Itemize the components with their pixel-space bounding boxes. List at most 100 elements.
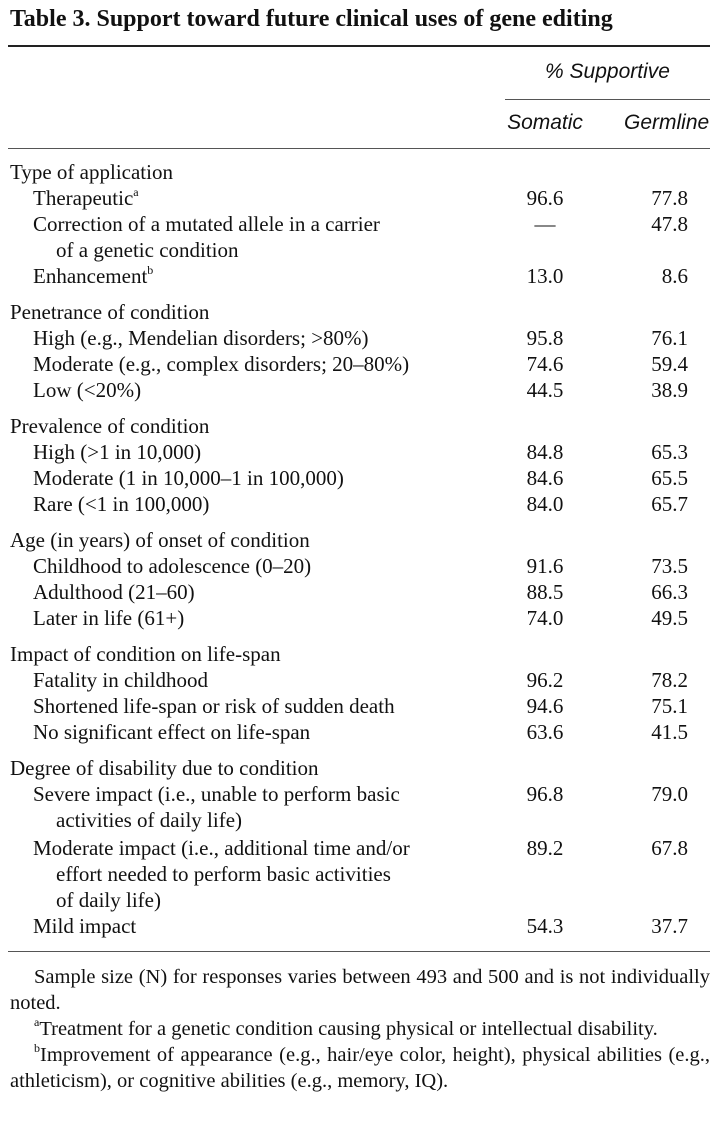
row-label-text: Moderate (1 in 10,000–1 in 100,000) — [33, 466, 344, 490]
row-label: Type of application — [10, 160, 173, 185]
row-label-text: activities of daily life) — [56, 808, 243, 832]
table-row: Moderate (1 in 10,000–1 in 100,000) 84.6 6… — [0, 466, 722, 492]
table-notes: Sample size (N) for responses varies bet… — [10, 964, 710, 1094]
row-label: Rare (<1 in 100,000) — [33, 492, 209, 517]
header-rule — [8, 148, 710, 149]
row-label: Moderate (e.g., complex disorders; 20–80… — [33, 352, 409, 377]
row-label-text: Severe impact (i.e., unable to perform b… — [33, 782, 400, 806]
table-row: Rare (<1 in 100,000) 84.0 65.7 — [0, 492, 722, 518]
row-label: Low (<20%) — [33, 378, 141, 403]
row-label-text: Moderate (e.g., complex disorders; 20–80… — [33, 352, 410, 376]
cell-germline: 47.8 — [651, 212, 688, 236]
note-a-mark: a — [34, 1015, 40, 1029]
row-label: Degree of disability due to condition — [10, 756, 319, 781]
table-row: activities of daily life) — [0, 808, 722, 834]
table-row: Severe impact (i.e., unable to perform b… — [0, 782, 722, 808]
cell-somatic: 96.2 — [526, 668, 564, 692]
table-group-row: Degree of disability due to condition — [0, 756, 722, 782]
row-label-text: Childhood to adolescence (0–20) — [33, 554, 312, 578]
cell-germline: 49.5 — [651, 606, 688, 630]
column-group-header: % Supportive — [545, 60, 670, 83]
row-label-text: Type of application — [10, 160, 173, 184]
row-label: Childhood to adolescence (0–20) — [33, 554, 311, 579]
cell-germline: 66.3 — [651, 580, 688, 604]
cell-somatic: 84.0 — [526, 492, 564, 516]
table-group-row: Age (in years) of onset of condition — [0, 528, 722, 554]
row-label: High (e.g., Mendelian disorders; >80%) — [33, 326, 369, 351]
cell-somatic: 96.6 — [526, 186, 564, 210]
note-b-mark: b — [34, 1041, 40, 1055]
cell-somatic: 88.5 — [526, 580, 564, 604]
row-label-text: Rare (<1 in 100,000) — [33, 492, 210, 516]
table-row: Later in life (61+) 74.0 49.5 — [0, 606, 722, 632]
note-b-text: Improvement of appearance (e.g., hair/ey… — [10, 1044, 710, 1092]
row-label-text: Degree of disability due to condition — [10, 756, 319, 780]
row-label-text: Age (in years) of onset of condition — [10, 528, 310, 552]
table-row: Moderate (e.g., complex disorders; 20–80… — [0, 352, 722, 378]
table-row: Shortened life-span or risk of sudden de… — [0, 694, 722, 720]
cell-somatic: 84.6 — [526, 466, 564, 490]
row-label-text: Prevalence of condition — [10, 414, 210, 438]
cell-somatic: 44.5 — [526, 378, 564, 402]
row-label-text: Enhancement — [33, 264, 148, 288]
table-group-row: Penetrance of condition — [0, 300, 722, 326]
row-label-text: Impact of condition on life-span — [10, 642, 281, 666]
table-row: Adulthood (21–60) 88.5 66.3 — [0, 580, 722, 606]
top-rule — [8, 45, 710, 47]
cell-germline: 37.7 — [651, 914, 688, 938]
cell-germline: 65.7 — [651, 492, 688, 516]
note-b: bImprovement of appearance (e.g., hair/e… — [10, 1042, 710, 1094]
cell-germline: 78.2 — [651, 668, 688, 692]
cell-somatic: 95.8 — [526, 326, 564, 350]
table-row: Enhancementb 13.0 8.6 — [0, 264, 722, 290]
column-header-somatic: Somatic — [507, 111, 583, 134]
row-label-text: Mild impact — [33, 914, 137, 938]
cell-germline: 38.9 — [651, 378, 688, 402]
table-row: Childhood to adolescence (0–20) 91.6 73.5 — [0, 554, 722, 580]
cell-somatic: 84.8 — [526, 440, 564, 464]
row-label-text: Penetrance of condition — [10, 300, 210, 324]
row-label: Prevalence of condition — [10, 414, 209, 439]
row-label: Severe impact (i.e., unable to perform b… — [33, 782, 400, 807]
row-label: of a genetic condition — [56, 238, 239, 263]
cell-somatic: 63.6 — [526, 720, 564, 744]
row-label: Fatality in childhood — [33, 668, 208, 693]
row-label-text: Fatality in childhood — [33, 668, 208, 692]
row-label: Correction of a mutated allele in a carr… — [33, 212, 380, 237]
row-label-text: Later in life (61+) — [33, 606, 185, 630]
table-row: effort needed to perform basic activitie… — [0, 862, 722, 888]
row-label-text: Adulthood (21–60) — [33, 580, 195, 604]
cell-germline: 65.5 — [651, 466, 688, 490]
table-row: Fatality in childhood 96.2 78.2 — [0, 668, 722, 694]
footnote-mark: a — [133, 185, 139, 199]
cell-germline: 79.0 — [651, 782, 688, 806]
table-title: Table 3. Support toward future clinical … — [10, 6, 613, 32]
table-group-row: Prevalence of condition — [0, 414, 722, 440]
table-row: High (>1 in 10,000) 84.8 65.3 — [0, 440, 722, 466]
cell-somatic: 91.6 — [526, 554, 564, 578]
row-label-text: Therapeutic — [33, 186, 134, 210]
row-label-text: High (e.g., Mendelian disorders; >80%) — [33, 326, 369, 350]
cell-germline: 41.5 — [651, 720, 688, 744]
row-label-text: No significant effect on life-span — [33, 720, 311, 744]
table-row: No significant effect on life-span 63.6 41… — [0, 720, 722, 746]
cell-somatic: 54.3 — [526, 914, 564, 938]
cell-somatic: 74.6 — [526, 352, 564, 376]
row-label: activities of daily life) — [56, 808, 242, 833]
row-label-text: effort needed to perform basic activitie… — [56, 862, 391, 886]
row-label: Later in life (61+) — [33, 606, 184, 631]
cell-germline: 76.1 — [651, 326, 688, 350]
column-header-germline: Germline — [624, 111, 710, 134]
cell-germline: 75.1 — [651, 694, 688, 718]
table-row: Moderate impact (i.e., additional time a… — [0, 836, 722, 862]
cell-germline: 73.5 — [651, 554, 688, 578]
cell-germline: 59.4 — [651, 352, 688, 376]
table-row: Mild impact 54.3 37.7 — [0, 914, 722, 940]
footnote-mark: b — [147, 263, 154, 277]
note-sample-size: Sample size (N) for responses varies bet… — [10, 966, 710, 1014]
row-label-text: of daily life) — [56, 888, 161, 912]
cell-somatic: 89.2 — [526, 836, 564, 860]
row-label: High (>1 in 10,000) — [33, 440, 201, 465]
cell-somatic: 13.0 — [526, 264, 564, 288]
cell-somatic: 74.0 — [526, 606, 564, 630]
